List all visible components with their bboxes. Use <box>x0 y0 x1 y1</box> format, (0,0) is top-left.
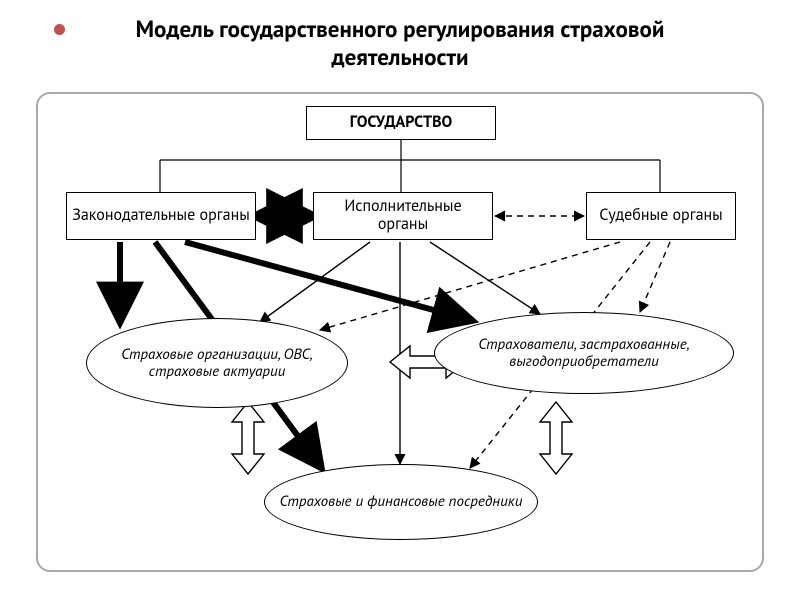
slide: Модель государственного регулирования ст… <box>0 0 800 600</box>
node-legislative: Законодательные органы <box>66 192 256 240</box>
node-executive: Исполнительные органы <box>313 192 493 240</box>
node-brokers: Страховые и финансовые посредники <box>264 464 538 540</box>
node-state: ГОСУДАРСТВО <box>306 106 496 140</box>
node-insurers: Страховые организации, ОВС, страховые ак… <box>86 318 348 408</box>
node-judicial: Судебные органы <box>586 192 736 240</box>
node-insured: Страхователи, застрахованные, выгодоприо… <box>434 312 734 394</box>
